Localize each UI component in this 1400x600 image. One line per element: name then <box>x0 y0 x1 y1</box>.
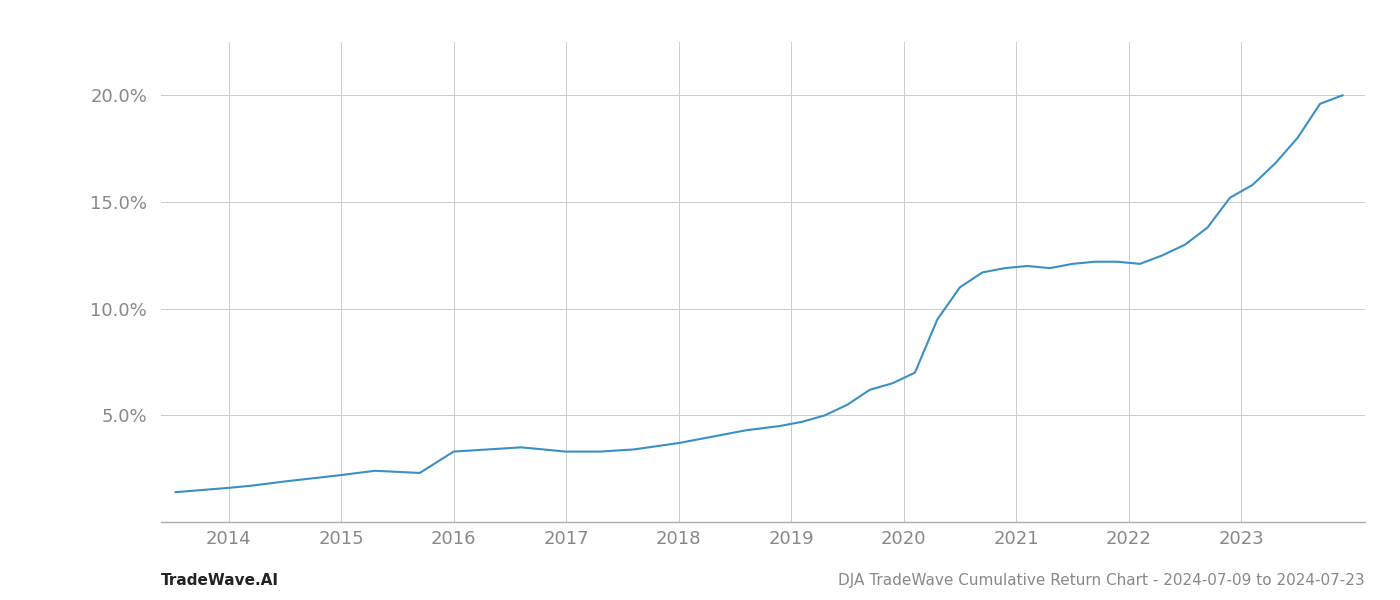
Text: DJA TradeWave Cumulative Return Chart - 2024-07-09 to 2024-07-23: DJA TradeWave Cumulative Return Chart - … <box>839 573 1365 588</box>
Text: TradeWave.AI: TradeWave.AI <box>161 573 279 588</box>
